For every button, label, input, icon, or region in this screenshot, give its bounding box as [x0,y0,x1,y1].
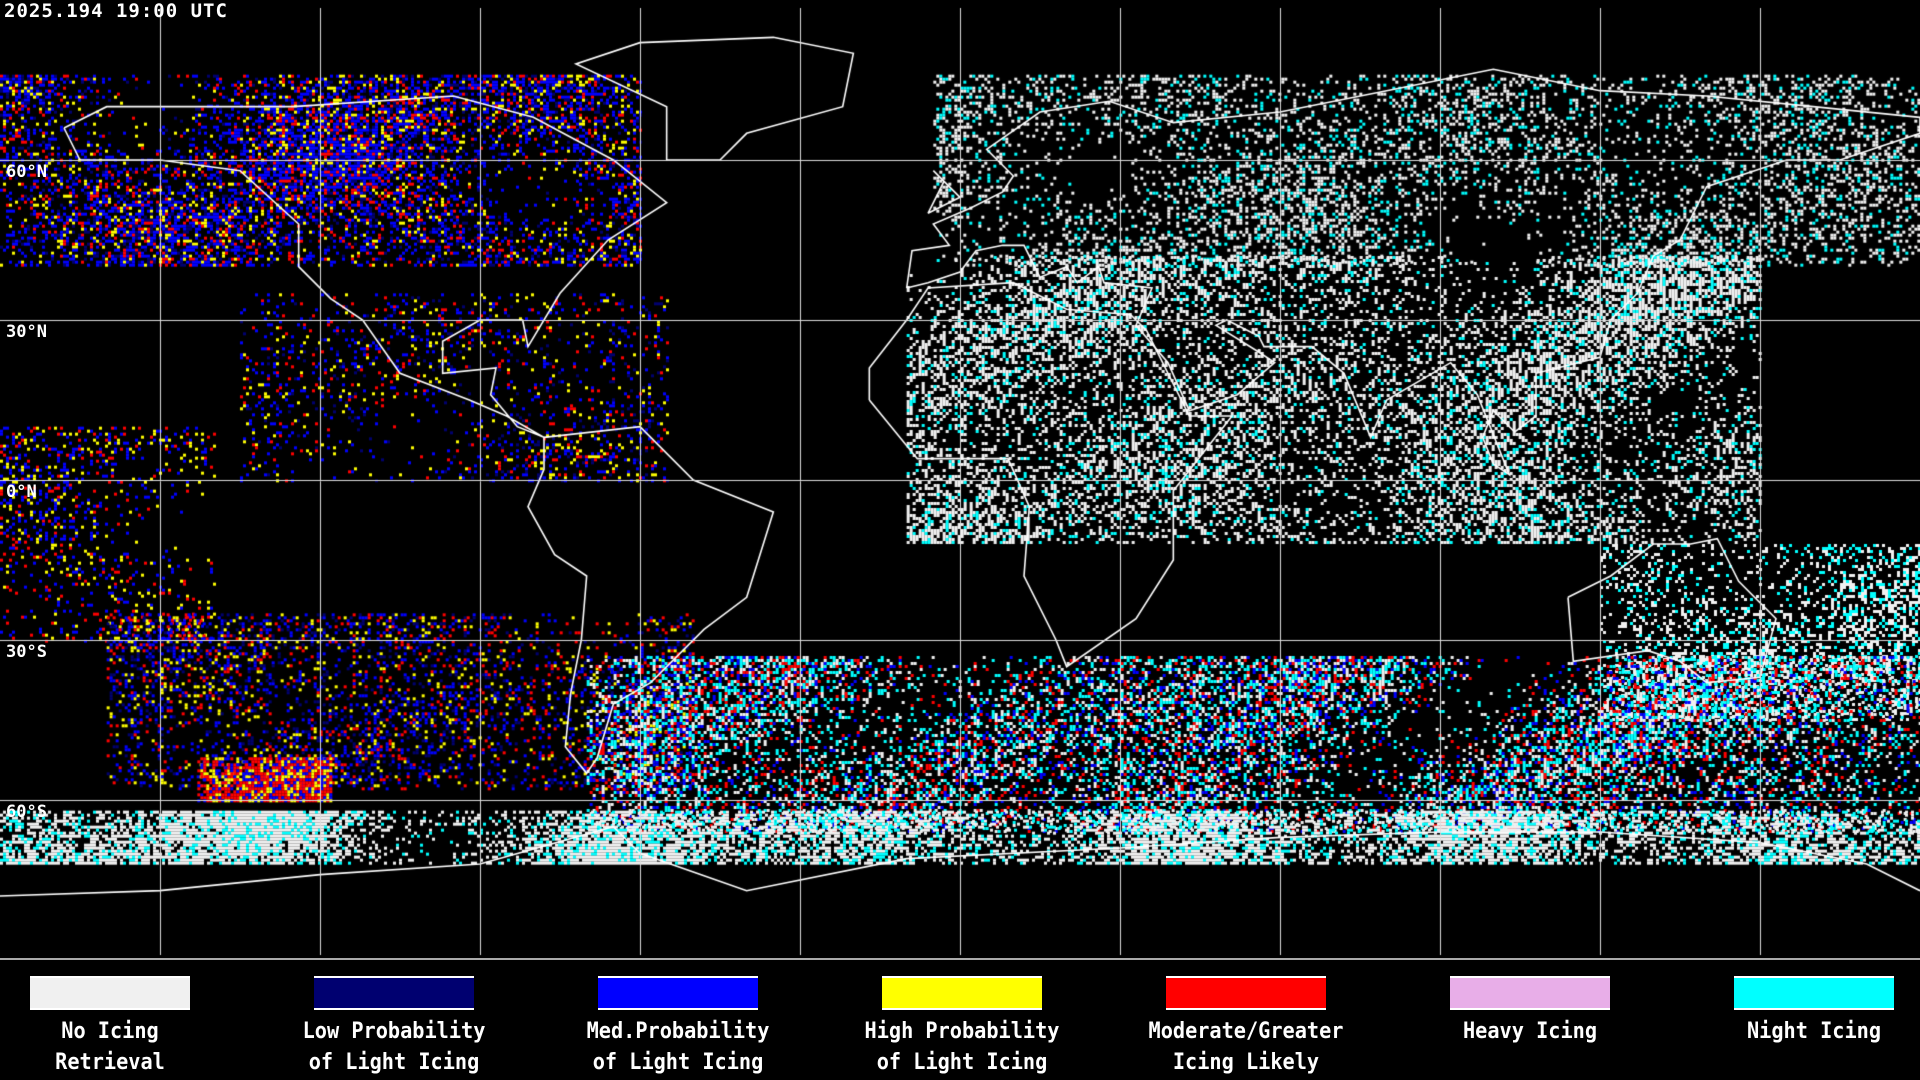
icing-map-canvas [0,0,1920,958]
legend-label-line1: Low Probability [302,1019,486,1044]
lat-label-30s: 30°S [6,642,47,662]
legend-label-line1: Moderate/Greater [1148,1019,1344,1044]
timestamp: 2025.194 19:00 UTC [4,0,228,22]
legend-item-night-icing: Night Icing [1672,976,1920,1047]
legend-label-line2: of Light Icing [592,1050,764,1075]
icing-map [0,0,1920,958]
legend-swatch [30,976,190,1010]
legend-item-high-probability: High Probability of Light Icing [820,976,1104,1078]
legend-label-line1: High Probability [864,1019,1060,1044]
lat-label-60s: 60°S [6,802,47,822]
legend-label-line2: Retrieval [55,1050,165,1075]
legend-swatch [598,976,758,1010]
legend-label-line2: of Light Icing [308,1050,480,1075]
legend: No Icing Retrieval Low Probability of Li… [0,960,1920,1080]
legend-divider [0,958,1920,960]
legend-swatch [882,976,1042,1010]
legend-item-moderate-greater: Moderate/Greater Icing Likely [1104,976,1388,1078]
legend-label-line1: Heavy Icing [1462,1019,1598,1044]
legend-swatch [1166,976,1326,1010]
legend-label-line1: Night Icing [1746,1019,1882,1044]
lat-label-30n: 30°N [6,322,47,342]
legend-swatch [314,976,474,1010]
legend-item-no-icing: No Icing Retrieval [0,976,252,1078]
legend-label-line2: of Light Icing [876,1050,1048,1075]
legend-swatch [1734,976,1894,1010]
legend-label-line1: Med.Probability [586,1019,770,1044]
legend-swatch [1450,976,1610,1010]
legend-item-med-probability: Med.Probability of Light Icing [536,976,820,1078]
legend-label-line1: No Icing [61,1019,159,1044]
lat-label-0n: 0°N [6,482,37,502]
legend-item-heavy-icing: Heavy Icing [1388,976,1672,1047]
legend-label-line2: Icing Likely [1172,1050,1320,1075]
lat-label-60n: 60°N [6,162,47,182]
legend-item-low-probability: Low Probability of Light Icing [252,976,536,1078]
